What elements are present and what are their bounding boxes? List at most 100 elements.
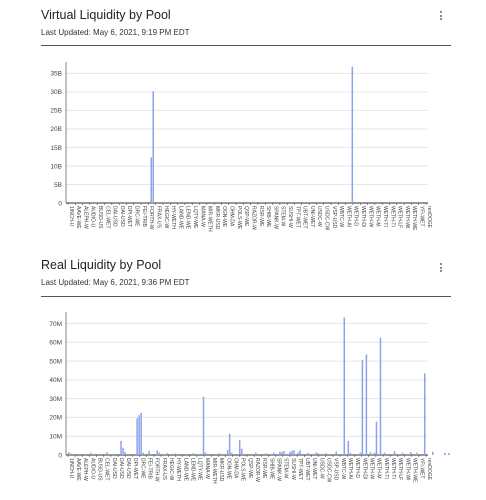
- x-tick-label: WETH-TI: [389, 206, 395, 227]
- bar: [365, 354, 368, 455]
- more-options-icon[interactable]: [438, 263, 444, 273]
- x-tick-label: WETH-DI: [361, 458, 367, 479]
- x-tick-label: WETH-LF: [397, 458, 403, 480]
- bar: [255, 452, 257, 455]
- x-tick-label: WETH-D: [354, 458, 360, 478]
- x-tick-label: WETH-M: [376, 458, 382, 479]
- bar: [448, 452, 450, 455]
- bar: [174, 453, 177, 455]
- bar: [297, 452, 299, 455]
- x-tick-label: DRC-WE: [134, 206, 140, 227]
- x-tick-label: RAZOR-W: [254, 458, 260, 482]
- bar: [415, 452, 418, 455]
- x-tick-label: BUSD-US: [97, 206, 103, 229]
- bar: [359, 452, 362, 455]
- bar: [293, 450, 295, 455]
- bar: [393, 451, 396, 455]
- x-tick-label: WETH-TI: [383, 458, 389, 479]
- x-tick-label: SUSHI-W: [290, 458, 296, 480]
- y-tick-label: 20M: [49, 415, 62, 422]
- x-tick-label: FORTH-W: [154, 458, 160, 482]
- bar: [361, 360, 364, 455]
- x-tick-label: SHIB-WE: [268, 458, 274, 480]
- x-tick-label: DRC-WE: [139, 458, 145, 479]
- x-tick-label: DAI-USD: [125, 458, 131, 479]
- x-tick-label: UNI-WET: [311, 458, 317, 479]
- x-tick-label: DAI-USD: [112, 206, 118, 227]
- bar: [401, 452, 404, 455]
- bar: [106, 452, 108, 455]
- x-tick-label: RSR-WE: [261, 458, 267, 479]
- x-tick-label: LAND-WE: [182, 458, 188, 482]
- x-tick-label: TPT-WET: [294, 206, 300, 228]
- bar: [349, 452, 352, 455]
- bar: [228, 433, 231, 455]
- bar: [279, 451, 281, 455]
- bar: [156, 450, 159, 455]
- bar: [444, 452, 446, 455]
- x-tick-label: SPANK-W: [272, 206, 278, 229]
- x-tick-label: OGN-WE: [221, 206, 227, 228]
- x-tick-label: HEGIC-W: [168, 458, 174, 481]
- bar: [343, 317, 346, 455]
- x-tick-label: POLS-WE: [236, 206, 242, 230]
- x-tick-label: HY-WETH: [170, 206, 176, 229]
- bar: [122, 447, 124, 455]
- x-tick-label: POLS-WE: [240, 458, 246, 482]
- x-tick-label: FRAX-US: [155, 206, 161, 229]
- bar: [369, 452, 372, 455]
- x-tick-label: DPI-WET: [132, 458, 138, 479]
- x-tick-label: OHM-DA: [232, 458, 238, 479]
- bar: [299, 450, 301, 455]
- panel-title: Real Liquidity by Pool: [41, 258, 162, 272]
- bar: [351, 66, 354, 203]
- x-tick-label: VSP-USD: [333, 458, 339, 481]
- y-tick-label: 0: [58, 200, 62, 207]
- x-tick-label: AAVE-WE: [75, 458, 81, 481]
- bar: [375, 421, 378, 455]
- y-tick-label: 20B: [50, 126, 62, 133]
- bar: [150, 157, 152, 203]
- x-tick-label: DAI-USD: [111, 458, 117, 479]
- bar: [423, 373, 426, 455]
- bar: [289, 451, 291, 455]
- bar: [307, 452, 309, 455]
- last-updated-text: Last Updated: May 6, 2021, 9:36 PM EDT: [41, 278, 190, 287]
- bar: [335, 451, 337, 455]
- bar: [148, 450, 150, 455]
- x-tick-label: VSP-USD: [331, 206, 337, 229]
- x-tick-label: OHM-DA: [229, 206, 235, 227]
- x-tick-label: WETH-TI: [390, 458, 396, 479]
- bar: [204, 452, 207, 455]
- x-tick-label: MIR-WETH: [211, 458, 217, 484]
- bar: [383, 452, 386, 455]
- x-tick-label: CEL-WET: [104, 458, 110, 481]
- bar: [158, 452, 161, 455]
- x-tick-label: WETH-AI: [345, 206, 351, 227]
- x-tick-label: SPANK-W: [275, 458, 281, 481]
- x-tick-label: AUDIO-U: [90, 206, 96, 228]
- bar: [230, 452, 233, 455]
- y-tick-label: 10M: [49, 434, 62, 441]
- bar: [142, 452, 144, 455]
- bar: [70, 453, 72, 455]
- real-liquidity-panel: Real Liquidity by Pool Last Updated: May…: [0, 250, 486, 500]
- bar: [317, 453, 319, 455]
- x-tick-label: YFI-WET: [419, 458, 425, 479]
- x-tick-label: FEI-TRIB: [141, 206, 147, 227]
- x-tick-label: WETH-WI: [404, 206, 410, 229]
- bar: [138, 415, 140, 455]
- virtual-liquidity-panel: Virtual Liquidity by Pool Last Updated: …: [41, 8, 451, 232]
- x-tick-label: WETH-WE: [411, 206, 417, 231]
- x-tick-label: AUDIO-U: [89, 458, 95, 480]
- more-options-icon[interactable]: [438, 11, 444, 21]
- x-tick-label: HEGIC-W: [163, 206, 169, 229]
- x-tick-label: MANA-W: [204, 458, 210, 479]
- x-tick-label: WBTC-W: [340, 458, 346, 479]
- x-tick-label: WETH-W: [367, 206, 373, 227]
- x-tick-label: DAI-USD: [118, 458, 124, 479]
- x-tick-label: STEM-W: [280, 206, 286, 227]
- x-tick-label: FEI-TRIB: [147, 458, 153, 479]
- x-tick-label: CEL-WET: [104, 206, 110, 229]
- bar: [409, 451, 412, 455]
